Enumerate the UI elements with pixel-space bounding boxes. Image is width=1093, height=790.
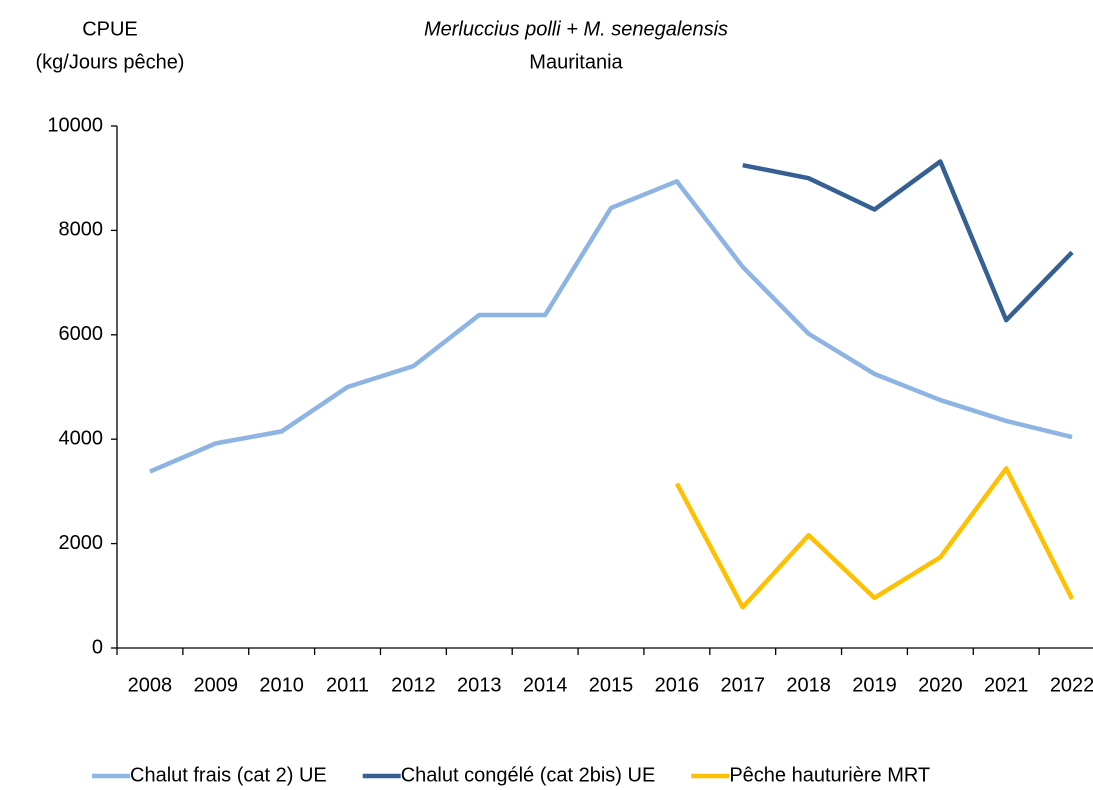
series-line	[149, 179, 1073, 474]
x-tick-label: 2013	[457, 674, 502, 696]
x-tick-label: 2017	[720, 674, 765, 696]
x-tick-label: 2019	[852, 674, 897, 696]
y-tick-label: 2000	[59, 532, 104, 554]
legend-label: Chalut congélé (cat 2bis) UE	[401, 764, 656, 786]
chart-title: Merluccius polli + M. senegalensis	[424, 18, 728, 40]
x-tick-label: 2021	[984, 674, 1029, 696]
legend-label: Chalut frais (cat 2) UE	[130, 764, 327, 786]
y-axis-label: CPUE	[82, 18, 138, 40]
x-tick-label: 2011	[326, 674, 369, 696]
x-tick-label: 2015	[589, 674, 634, 696]
chart-subtitle: Mauritania	[529, 51, 623, 73]
x-tick-label: 2018	[786, 674, 831, 696]
x-tick-label: 2014	[523, 674, 568, 696]
series-line	[742, 159, 1074, 323]
y-axis-label: (kg/Jours pêche)	[36, 51, 185, 73]
y-tick-label: 10000	[47, 114, 103, 136]
x-tick-label: 2012	[391, 674, 436, 696]
series-line	[674, 466, 1075, 610]
legend-label: Pêche hauturière MRT	[729, 764, 930, 786]
x-tick-label: 2022	[1050, 674, 1093, 696]
x-tick-label: 2008	[128, 674, 173, 696]
x-tick-label: 2010	[259, 674, 304, 696]
x-tick-label: 2020	[918, 674, 963, 696]
y-tick-label: 8000	[59, 219, 104, 241]
y-tick-label: 4000	[59, 427, 104, 449]
y-tick-label: 6000	[59, 323, 104, 345]
x-tick-label: 2016	[655, 674, 700, 696]
x-tick-label: 2009	[194, 674, 239, 696]
y-tick-label: 0	[92, 636, 103, 658]
